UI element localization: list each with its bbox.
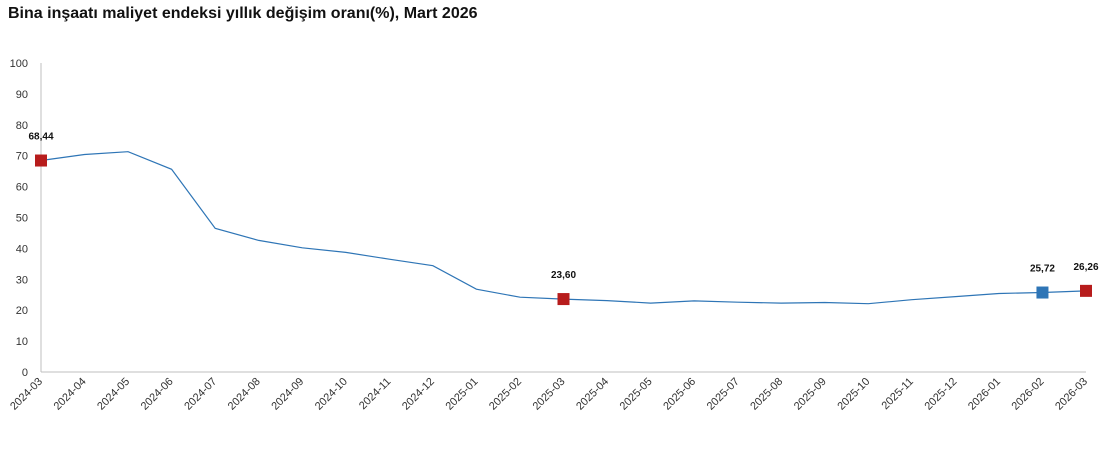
y-tick-label: 70	[16, 151, 28, 163]
x-tick-label: 2026-01	[966, 376, 1003, 413]
x-tick-label: 2025-04	[574, 376, 611, 413]
x-tick-label: 2025-10	[835, 376, 872, 413]
data-label: 26,26	[1073, 262, 1098, 273]
x-tick-label: 2025-11	[879, 376, 915, 412]
data-labels: 68,44 23,60 25,72 26,26	[28, 132, 1098, 282]
x-tick-label: 2025-06	[661, 376, 698, 413]
data-point-marker	[1080, 284, 1092, 297]
x-tick-label: 2025-09	[792, 376, 829, 413]
y-tick-label: 80	[16, 120, 28, 132]
y-tick-label: 60	[16, 182, 28, 194]
y-tick-label: 100	[10, 58, 28, 70]
y-tick-label: 50	[16, 213, 28, 225]
data-point-marker	[1036, 286, 1049, 299]
x-tick-label: 2025-01	[444, 376, 481, 413]
x-tick-label: 2025-02	[487, 376, 524, 413]
x-tick-label: 2024-12	[400, 376, 437, 413]
y-tick-label: 30	[16, 274, 28, 286]
x-tick-label: 2024-04	[52, 376, 89, 413]
x-tick-label: 2024-10	[313, 376, 350, 413]
data-label: 25,72	[1030, 264, 1055, 275]
data-label: 68,44	[28, 132, 53, 143]
x-tick-label: 2024-09	[269, 376, 306, 413]
y-tick-label: 10	[16, 336, 28, 348]
markers	[35, 154, 1092, 306]
y-tick-label: 20	[16, 305, 28, 317]
x-tick-label: 2024-06	[139, 376, 176, 413]
x-tick-label: 2024-08	[226, 376, 263, 413]
y-axis: 0 10 20 30 40 50 60 70 80 90 100	[10, 58, 42, 379]
x-axis: 2024-03 2024-04 2024-05 2024-06 2024-07 2024-…	[8, 371, 1090, 413]
x-tick-label: 2026-03	[1053, 376, 1090, 413]
x-tick-label: 2025-12	[922, 376, 959, 413]
y-tick-label: 40	[16, 243, 28, 255]
x-tick-label: 2025-05	[618, 376, 655, 413]
x-tick-label: 2024-07	[182, 376, 219, 413]
x-tick-label: 2024-05	[95, 376, 132, 413]
x-tick-label: 2026-02	[1010, 376, 1047, 413]
x-tick-label: 2024-03	[8, 376, 45, 413]
y-tick-label: 0	[22, 367, 28, 379]
x-tick-label: 2024-11	[357, 376, 393, 412]
data-label: 23,60	[551, 270, 576, 281]
data-point-marker	[35, 154, 47, 167]
chart-title: Bina inşaatı maliyet endeksi yıllık deği…	[8, 5, 478, 22]
data-point-marker	[557, 293, 570, 306]
y-tick-label: 90	[16, 89, 28, 101]
x-tick-label: 2025-07	[705, 376, 742, 413]
x-tick-label: 2025-08	[748, 376, 785, 413]
x-tick-label: 2025-03	[531, 376, 568, 413]
